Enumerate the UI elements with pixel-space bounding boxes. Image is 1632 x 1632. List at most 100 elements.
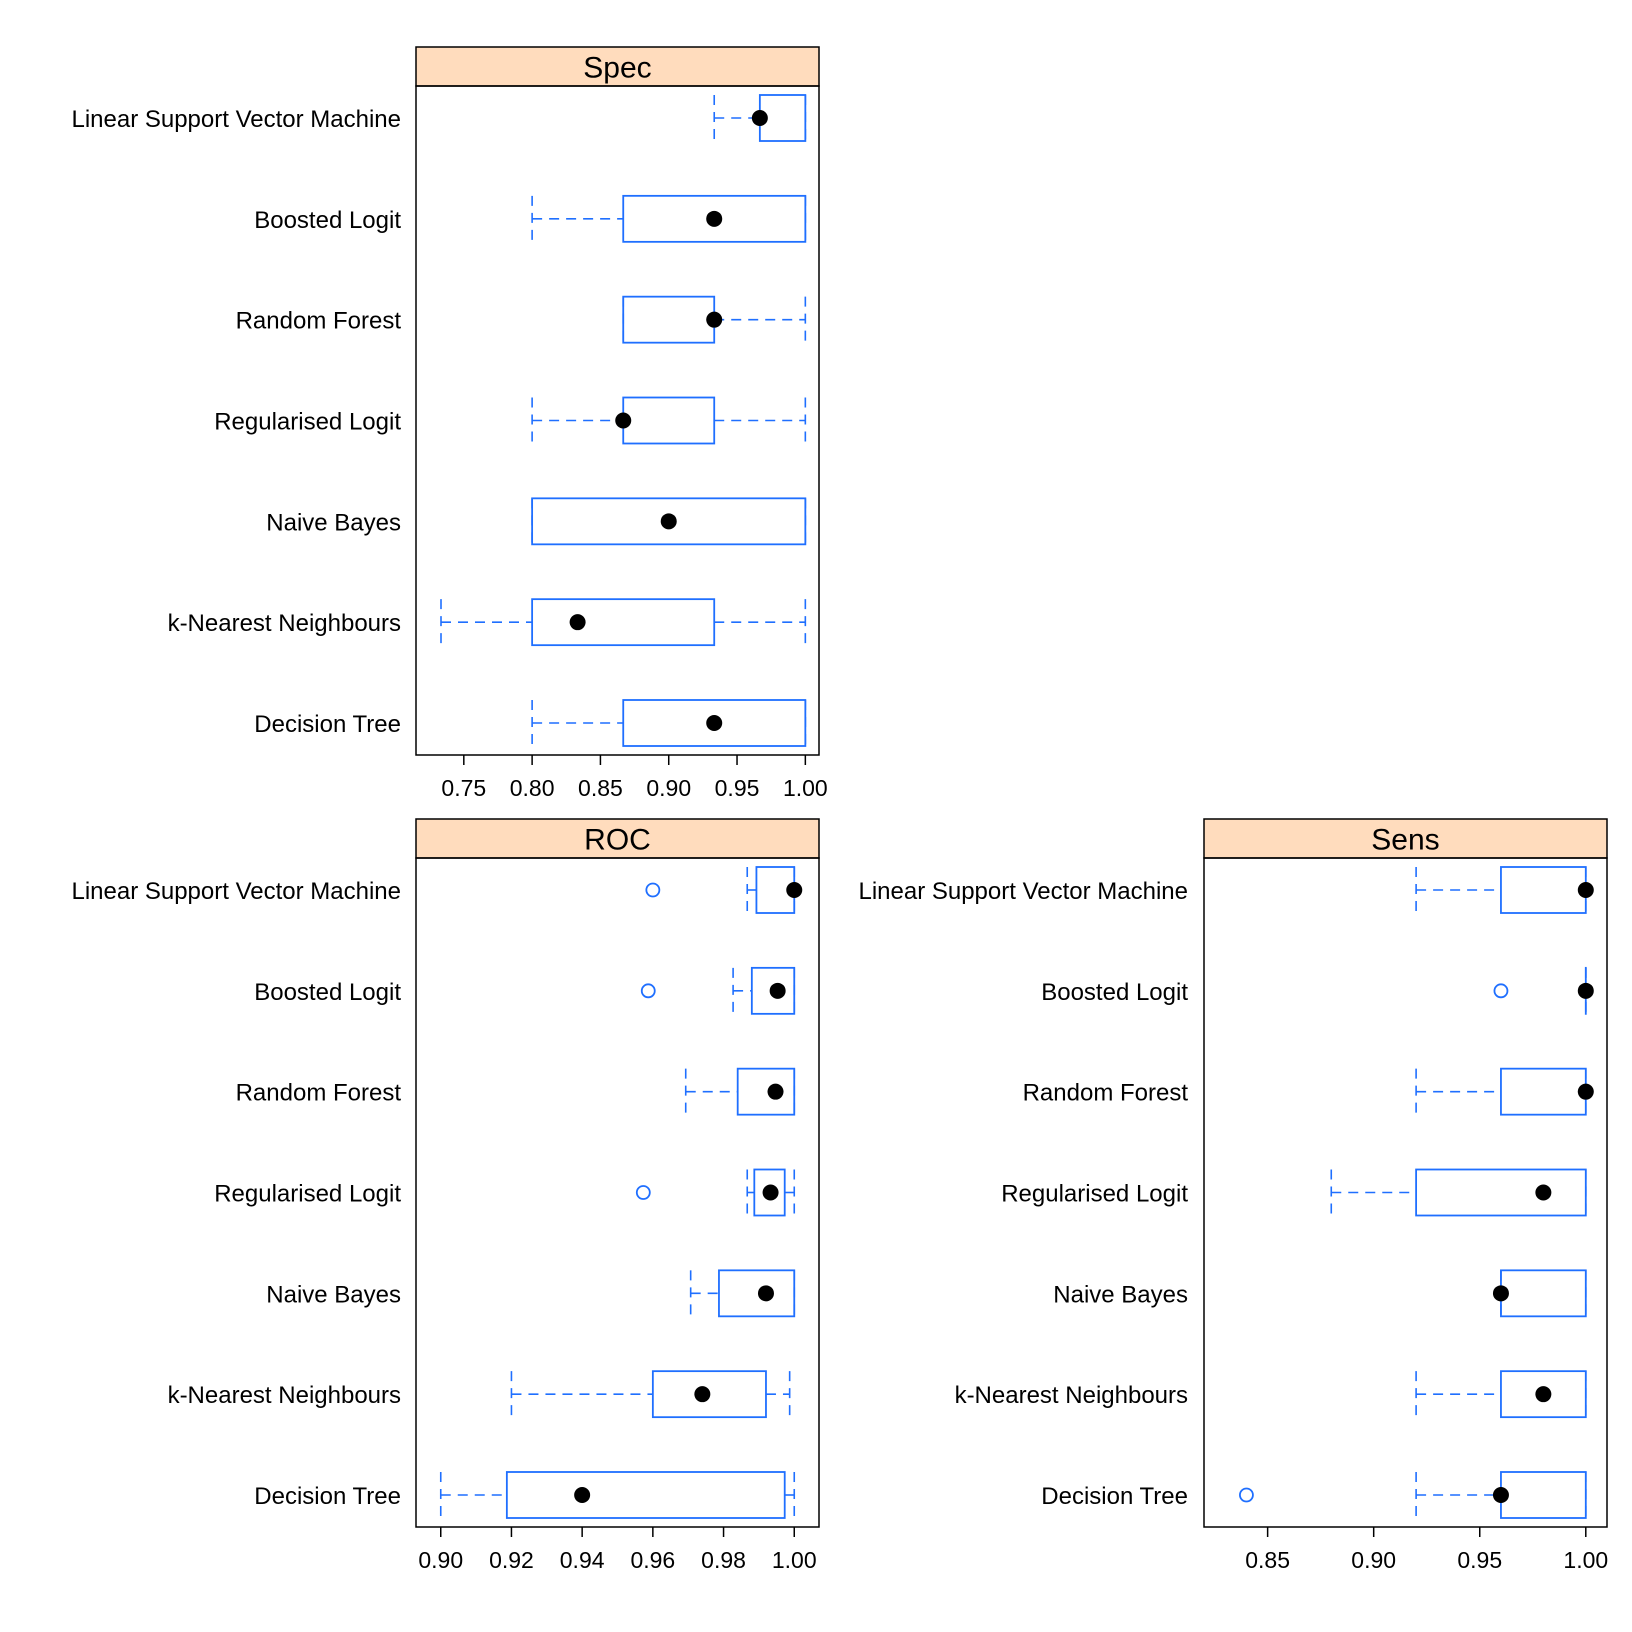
strip-title-sens: Sens [1371, 824, 1439, 857]
box-spec-1 [531, 194, 807, 243]
median-dot [757, 1285, 774, 1302]
median-dot [769, 982, 786, 999]
box-sens-0 [1415, 866, 1594, 914]
median-dot [706, 715, 723, 731]
box-rect [505, 1471, 786, 1519]
category-label: Naive Bayes [1053, 1281, 1188, 1308]
panel-roc: ROC Linear Support Vector Machine Boosted … [71, 818, 820, 1573]
category-label: Linear Support Vector Machine [71, 878, 401, 905]
x-tick-label: 0.85 [578, 775, 623, 801]
box-rect [651, 1370, 767, 1419]
median-dot [1535, 1386, 1552, 1403]
median-dot [1492, 1487, 1509, 1503]
x-tick-label: 1.00 [772, 1547, 817, 1573]
panel-sens: Sens Linear Support Vector Machine Boosted… [858, 818, 1608, 1573]
box-rect [753, 1168, 786, 1217]
median-dot [1577, 882, 1594, 898]
box-roc-2 [684, 1067, 796, 1116]
box-spec-6 [531, 699, 807, 747]
median-dot [1577, 982, 1594, 999]
box-sens-6 [1239, 1471, 1587, 1519]
panel-spec: Spec Linear Support Vector Machine Boosted… [71, 46, 828, 801]
box-rect [1500, 1269, 1587, 1318]
x-tick-label: 0.96 [630, 1547, 675, 1573]
box-rect [1500, 1471, 1587, 1519]
box-roc-4 [689, 1269, 796, 1318]
outlier-point [1239, 1487, 1254, 1503]
category-label: Boosted Logit [254, 207, 401, 234]
box-sens-1 [1493, 966, 1594, 1015]
box-spec-4 [531, 497, 807, 546]
median-dot [751, 110, 768, 126]
median-dot [660, 513, 677, 530]
median-dot [767, 1083, 784, 1100]
category-label: Random Forest [236, 308, 402, 335]
category-label: Regularised Logit [214, 1181, 401, 1208]
x-tick-label: 0.90 [418, 1547, 463, 1573]
x-tick-label: 0.80 [510, 775, 555, 801]
median-dot [786, 882, 803, 898]
box-sens-3 [1330, 1168, 1587, 1217]
box-rect [622, 194, 807, 243]
box-rect [736, 1067, 796, 1116]
box-rect [622, 396, 716, 445]
box-spec-0 [713, 94, 807, 142]
category-label: Linear Support Vector Machine [71, 106, 401, 133]
box-roc-3 [635, 1168, 796, 1217]
category-label: Regularised Logit [1001, 1181, 1188, 1208]
plot-frame-roc [415, 857, 820, 1528]
box-rect [531, 497, 807, 546]
category-label: Boosted Logit [254, 979, 401, 1006]
outlier-point [645, 882, 661, 898]
strip-title-spec: Spec [583, 52, 651, 85]
x-tick-label: 0.92 [489, 1547, 534, 1573]
median-dot [1492, 1285, 1509, 1302]
box-rect [531, 598, 716, 647]
category-label: k-Nearest Neighbours [168, 610, 401, 637]
median-dot [706, 210, 723, 227]
x-tick-label: 0.98 [701, 1547, 746, 1573]
median-dot [1577, 1083, 1594, 1100]
box-spec-3 [531, 396, 807, 445]
box-roc-6 [439, 1471, 796, 1519]
x-tick-label: 0.85 [1245, 1547, 1290, 1573]
box-rect [1500, 866, 1587, 914]
strip-sens [1203, 818, 1608, 859]
outlier-point [1493, 983, 1509, 999]
median-dot [694, 1386, 711, 1403]
x-tick-label: 0.95 [1457, 1547, 1502, 1573]
box-rect [622, 699, 807, 747]
box-spec-5 [440, 598, 807, 647]
strip-roc [415, 818, 820, 859]
box-rect [1500, 1067, 1587, 1116]
strip-spec [415, 46, 820, 87]
box-roc-0 [645, 866, 803, 914]
x-tick-label: 0.95 [715, 775, 760, 801]
category-label: Naive Bayes [266, 509, 401, 536]
category-label: Decision Tree [254, 711, 401, 738]
box-rect [718, 1269, 796, 1318]
box-rect [1415, 1168, 1587, 1217]
x-tick-label: 1.00 [783, 775, 828, 801]
median-dot [615, 412, 632, 429]
plot-frame-sens [1203, 857, 1608, 1528]
category-label: Regularised Logit [214, 409, 401, 436]
median-dot [574, 1487, 591, 1503]
x-tick-label: 0.90 [646, 775, 691, 801]
plot-frame-spec [415, 85, 820, 756]
box-roc-1 [640, 966, 796, 1015]
category-label: k-Nearest Neighbours [955, 1382, 1188, 1409]
box-spec-2 [622, 295, 807, 344]
category-label: Linear Support Vector Machine [858, 878, 1188, 905]
box-rect [750, 966, 796, 1015]
box-rect [622, 295, 716, 344]
x-tick-label: 0.90 [1351, 1547, 1396, 1573]
x-tick-label: 1.00 [1563, 1547, 1608, 1573]
category-label: Naive Bayes [266, 1281, 401, 1308]
median-dot [569, 614, 586, 631]
box-sens-4 [1492, 1269, 1587, 1318]
median-dot [1535, 1184, 1552, 1201]
category-label: Boosted Logit [1041, 979, 1188, 1006]
box-roc-5 [510, 1370, 791, 1419]
